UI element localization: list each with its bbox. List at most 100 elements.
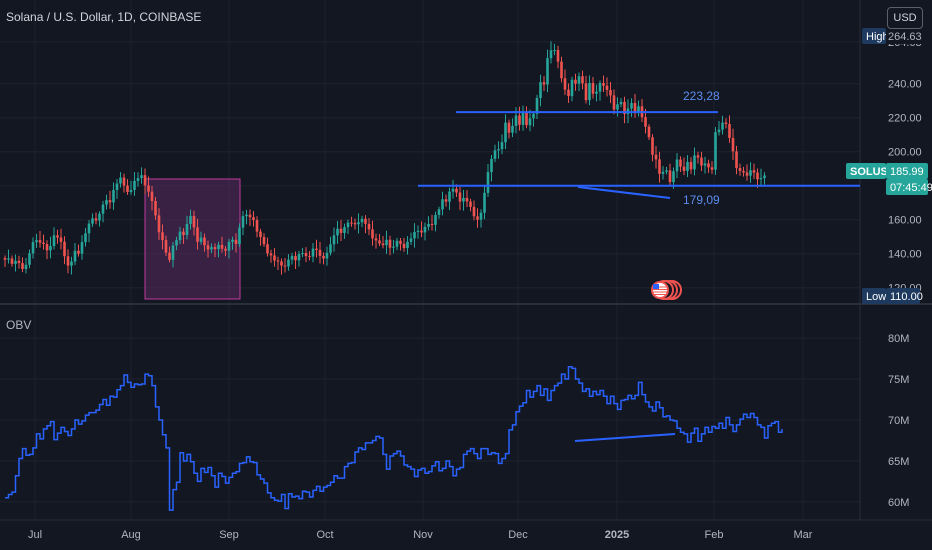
candle <box>469 198 472 212</box>
candle-body <box>112 189 115 203</box>
candle <box>353 218 357 230</box>
candle-body <box>420 230 423 233</box>
low-value-tag-text: 110.00 <box>890 291 923 303</box>
candle <box>458 187 462 211</box>
candle-body <box>672 171 675 183</box>
low-tag: Low <box>862 288 886 304</box>
candle <box>497 141 500 159</box>
candle-body <box>98 213 101 221</box>
candle <box>437 206 441 219</box>
candle-body <box>434 214 437 225</box>
candle-body <box>696 155 700 158</box>
candle <box>350 216 353 227</box>
candle-body <box>560 61 563 79</box>
candle <box>325 246 329 266</box>
candle-body <box>546 58 549 85</box>
candle-body <box>343 227 346 233</box>
candle <box>507 119 511 139</box>
candle <box>595 84 598 102</box>
candle <box>602 75 605 92</box>
candle-body <box>745 172 749 176</box>
candle <box>360 215 364 228</box>
candle <box>472 200 476 221</box>
candle <box>749 162 752 183</box>
candle <box>637 100 640 117</box>
candle <box>108 190 112 209</box>
candle <box>150 186 154 211</box>
candle-body <box>273 255 276 261</box>
candle <box>385 230 388 254</box>
candle <box>406 236 409 255</box>
candle-body <box>105 200 108 205</box>
candle-body <box>462 197 465 202</box>
candle-body <box>714 132 717 170</box>
candle-body <box>24 264 28 269</box>
candle <box>168 246 171 263</box>
candle <box>416 225 420 239</box>
candle <box>185 215 189 240</box>
candle-body <box>689 161 693 170</box>
candle <box>493 144 497 163</box>
candle-body <box>602 83 605 86</box>
candle <box>367 218 371 236</box>
candle <box>682 157 686 176</box>
candle <box>269 249 273 263</box>
price-tick-label: 220.00 <box>888 113 922 125</box>
price-tick-label: 140.00 <box>888 249 922 261</box>
candle <box>227 238 231 259</box>
candle <box>693 147 696 176</box>
candle-body <box>266 244 269 254</box>
candle-body <box>637 106 640 113</box>
candle-body <box>154 201 157 216</box>
candle-body <box>150 191 154 201</box>
candle-body <box>325 252 329 259</box>
candle <box>539 74 542 107</box>
candle-body <box>378 240 381 244</box>
flag-canton <box>653 284 659 289</box>
countdown-tag: 07:45:49 <box>886 179 932 195</box>
currency-button[interactable]: USD <box>887 7 923 29</box>
candle-body <box>360 218 364 223</box>
candle-body <box>350 222 353 224</box>
candle-body <box>721 122 724 130</box>
candle-body <box>143 175 147 186</box>
candle-body <box>668 170 672 183</box>
candle <box>17 255 21 269</box>
candle-body <box>56 235 59 238</box>
candle <box>640 98 644 122</box>
trend-line <box>577 186 671 199</box>
candle-body <box>686 161 689 171</box>
candle-body <box>38 240 42 243</box>
candle-body <box>577 76 581 84</box>
time-tick-label: Dec <box>508 529 528 541</box>
candle-body <box>52 235 56 247</box>
candle <box>700 151 703 172</box>
candle-body <box>409 238 413 242</box>
candle-body <box>3 257 7 260</box>
candle <box>276 256 280 270</box>
candle-body <box>486 172 490 193</box>
candle-body <box>371 229 374 239</box>
candle <box>133 172 136 196</box>
candle <box>556 45 560 69</box>
candle <box>381 236 385 249</box>
candle-body <box>255 220 259 232</box>
candle-body <box>661 171 665 174</box>
candle <box>24 257 28 274</box>
candle-body <box>525 112 528 126</box>
candle <box>241 210 245 236</box>
candle <box>476 208 479 228</box>
candle-body <box>535 97 539 114</box>
candle <box>101 200 105 223</box>
candle <box>535 94 539 120</box>
candle <box>38 230 42 248</box>
candle-body <box>595 91 598 94</box>
candle <box>763 172 766 185</box>
candle-body <box>556 50 560 62</box>
candle <box>199 231 203 245</box>
candle <box>143 168 147 195</box>
us-flag-icon[interactable] <box>651 280 682 300</box>
candle <box>52 227 56 250</box>
high-tag: High <box>862 28 889 44</box>
